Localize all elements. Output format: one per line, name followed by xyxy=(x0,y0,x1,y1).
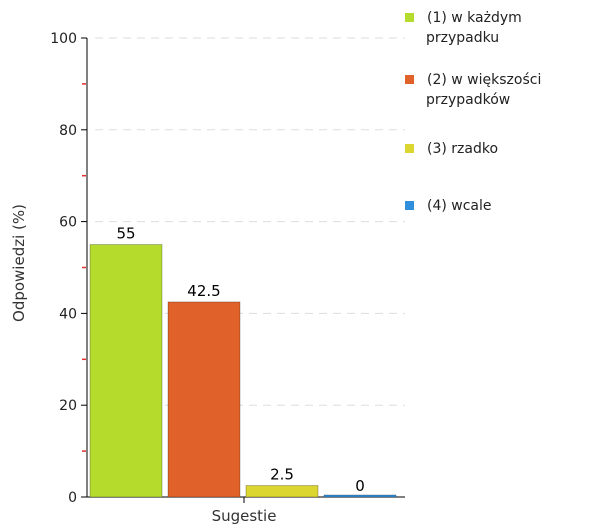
y-tick-label: 80 xyxy=(59,123,77,139)
legend-swatch xyxy=(405,75,414,84)
y-tick-label: 60 xyxy=(59,215,77,231)
legend-swatch xyxy=(405,13,414,22)
legend-label: (3) rzadko xyxy=(427,141,498,157)
x-axis-label: Sugestie xyxy=(212,507,277,524)
bar-value-label: 0 xyxy=(355,477,365,495)
data-labels: 55 42.5 2.5 0 xyxy=(116,225,364,495)
bar-value-label: 42.5 xyxy=(187,282,220,300)
bar xyxy=(245,485,319,498)
legend-label: przypadków xyxy=(426,92,510,108)
y-tick-label: 20 xyxy=(59,398,77,414)
y-tick-label: 0 xyxy=(68,490,77,506)
legend-swatch xyxy=(405,144,414,153)
bar xyxy=(89,244,163,498)
y-tick-label: 40 xyxy=(59,306,77,322)
bars xyxy=(89,244,397,498)
bar xyxy=(323,494,397,498)
legend-swatch xyxy=(405,201,414,210)
bar xyxy=(167,301,241,498)
legend-label: (2) w większości xyxy=(427,72,541,88)
y-tick-label: 100 xyxy=(50,31,77,47)
legend-label: (1) w każdym xyxy=(427,10,522,26)
bar-value-label: 2.5 xyxy=(270,466,294,484)
legend: (1) w każdym przypadku (2) w większości prz… xyxy=(405,10,541,214)
legend-label: (4) wcale xyxy=(427,198,492,214)
bar-value-label: 55 xyxy=(116,225,135,243)
grid-lines xyxy=(95,37,405,406)
y-axis-label: Odpowiedzi (%) xyxy=(10,204,28,322)
legend-label: przypadku xyxy=(426,30,499,46)
